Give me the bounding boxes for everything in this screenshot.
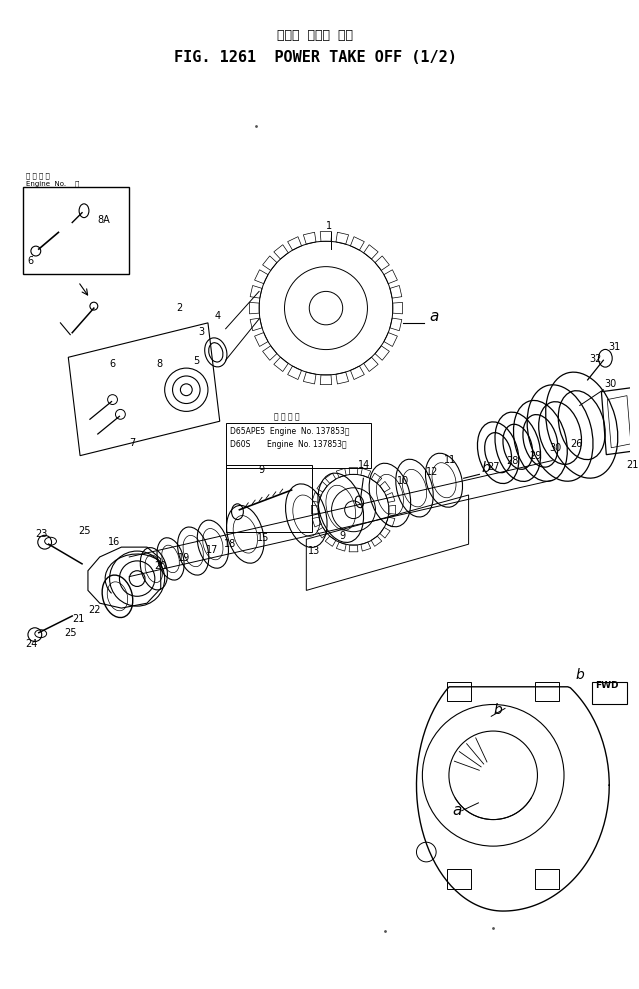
Bar [447,681,470,701]
Text: 4: 4 [215,311,221,320]
Text: FIG. 1261  POWER TAKE OFF (1/2): FIG. 1261 POWER TAKE OFF (1/2) [174,49,457,65]
Text: 2: 2 [176,303,183,314]
Bar [23,187,129,274]
Text: 22: 22 [88,605,100,615]
Text: 6: 6 [28,256,34,266]
Text: 26: 26 [571,439,583,449]
Bar [535,681,559,701]
Text: 25: 25 [65,628,77,638]
Text: 27: 27 [487,463,500,473]
Text: 15: 15 [257,533,270,543]
Text: 16: 16 [107,537,120,547]
Bar [535,869,559,889]
Text: 20: 20 [154,561,166,571]
Bar [447,869,470,889]
Text: 17: 17 [206,545,219,555]
Text: 21: 21 [626,461,638,471]
Text: 30: 30 [549,443,561,453]
Text: 10: 10 [397,476,409,487]
Text: 29: 29 [529,451,542,461]
Text: b: b [493,703,502,717]
Text: a: a [429,309,438,323]
Text: 11: 11 [444,455,456,465]
Bar [592,681,627,703]
Text: 32: 32 [590,354,602,364]
Text: b: b [481,462,490,476]
Text: 24: 24 [25,640,37,650]
Text: 3: 3 [198,326,204,336]
Text: 19: 19 [178,553,190,563]
Text: パワー  テーク  オフ: パワー テーク オフ [277,29,353,43]
Text: 30: 30 [604,379,617,389]
Text: 21: 21 [72,614,84,624]
Text: a: a [452,803,461,818]
Text: 12: 12 [426,468,439,478]
Text: 9: 9 [340,531,346,541]
Text: FWD: FWD [596,680,619,689]
Bar [226,423,371,469]
Text: 13: 13 [308,546,321,556]
Text: D60S       Engine  No. 137853～: D60S Engine No. 137853～ [229,440,346,449]
Text: 5: 5 [193,356,199,366]
Text: 25: 25 [78,526,91,536]
Text: 1: 1 [326,222,332,231]
Text: 28: 28 [507,457,519,467]
Bar [226,466,312,532]
Text: b: b [576,668,585,682]
Text: 23: 23 [35,529,47,539]
Text: D65APE5  Engine  No. 137853～: D65APE5 Engine No. 137853～ [229,427,349,436]
Text: 適 用 号 第: 適 用 号 第 [274,412,300,421]
Text: 6: 6 [109,359,116,369]
Text: 次 工 程 図: 次 工 程 図 [26,172,50,179]
Text: 9: 9 [258,466,264,476]
Text: 14: 14 [357,461,370,471]
Text: 7: 7 [129,438,135,448]
Text: 8A: 8A [98,215,111,225]
Text: Engine  No.    ～: Engine No. ～ [26,180,79,187]
Text: 31: 31 [608,342,620,352]
Text: 8: 8 [157,359,163,369]
Text: 18: 18 [224,539,236,549]
